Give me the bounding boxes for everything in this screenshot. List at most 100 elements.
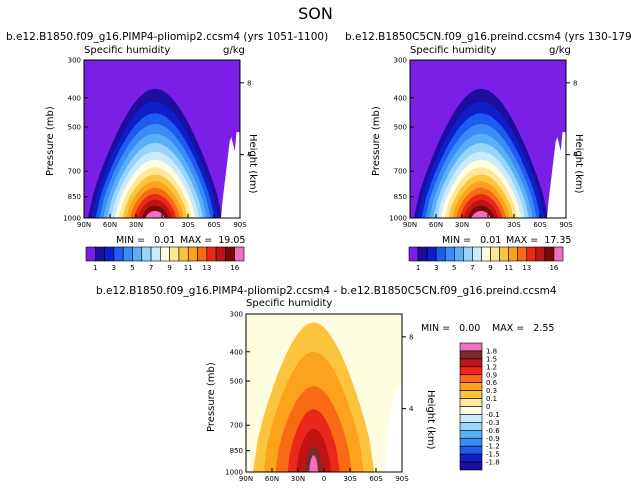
panel3-ytick-label: 500 — [230, 378, 243, 386]
panel3-colorbar-box — [459, 390, 483, 399]
panel1-colorbar-label: 3 — [112, 264, 116, 272]
panel3-xtick-label: 60S — [369, 475, 383, 483]
panel1-ytick-label: 1000 — [63, 215, 81, 223]
panel2-xtick-label: 0 — [486, 221, 490, 229]
panel2-colorbar-box — [453, 246, 464, 262]
panel2-ytick-label: 1000 — [389, 215, 407, 223]
panel1-xtick-label: 90S — [233, 221, 247, 229]
panel2-ytick-label: 500 — [394, 124, 407, 132]
panel2-colorbar-box — [426, 246, 437, 262]
panel1-xtick-label: 60N — [103, 221, 117, 229]
panel3-plot-group: 90N 60N 30N 0 30S 60S 90S 300 400 500 700 850 1000 8 4… — [225, 311, 500, 484]
panel3-ytick-label: 700 — [230, 422, 243, 430]
panel3-colorbar-label: 1.8 — [486, 347, 497, 355]
panel1-ytick-label: 400 — [68, 94, 81, 102]
panel3-colorbar-label: 1.5 — [486, 355, 497, 363]
panel1-colorbar-box — [122, 246, 133, 262]
panel1-colorbar-box — [113, 246, 124, 262]
panel2-height-tick-label: 4 — [573, 151, 578, 159]
panel3-ytick-label: 400 — [230, 348, 243, 356]
panel3-colorbar-label: -0.3 — [486, 419, 500, 427]
panel3-colorbar-box — [459, 382, 483, 391]
panel1-colorbar-box — [160, 246, 170, 262]
panel2-xtick-label: 60S — [533, 221, 547, 229]
panel3-colorbar-label: -0.1 — [486, 411, 500, 419]
panel3-xtick-label: 0 — [322, 475, 326, 483]
panel3-colorbar-label: 0.9 — [486, 371, 497, 379]
panel2-ytick-label: 400 — [394, 94, 407, 102]
panel1-colorbar-box — [85, 246, 96, 262]
panel3-colorbar-label: -1.8 — [486, 459, 500, 467]
panel3-colorbar-box — [459, 350, 483, 360]
panel1-colorbar-label: 9 — [167, 264, 171, 272]
panel1-colorbar-box — [187, 246, 198, 262]
panel2-colorbar-box — [508, 246, 519, 262]
panel3-max-text: MAX = — [492, 323, 525, 334]
panel1-min-value: 0.01 — [154, 235, 176, 246]
panel1-ytick-label: 700 — [68, 168, 81, 176]
panel1-colorbar-box — [197, 246, 208, 262]
panel2-variable-label: Specific humidity — [410, 45, 497, 56]
panel3-ylabel-right: Height (km) — [425, 390, 436, 450]
panel3-min-value: 0.00 — [459, 323, 481, 334]
panel3-colorbar-box — [459, 437, 483, 447]
panel3-colorbar-box — [459, 366, 483, 376]
panel1-xtick-label: 30S — [181, 221, 195, 229]
panel1-ytick-label: 850 — [68, 193, 81, 201]
panel2-height-tick-label: 8 — [573, 79, 577, 87]
panel2-colorbar-label: 5 — [452, 264, 456, 272]
panel2-colorbar-box — [408, 246, 419, 262]
panel1-xtick-label: 0 — [160, 221, 164, 229]
panel3-colorbar-box — [459, 453, 483, 463]
panel2-max-value: 17.35 — [544, 235, 572, 246]
panel3-colorbar-box — [459, 342, 483, 352]
panel2-xtick-label: 90N — [403, 221, 417, 229]
panel2-colorbar-box — [490, 246, 500, 262]
panel2-colorbar-label: 16 — [549, 264, 558, 272]
panel1-topography-mask — [220, 132, 240, 218]
panel3-variable-label: Specific humidity — [246, 298, 333, 309]
panel2-units-label: g/kg — [549, 45, 571, 56]
panel2-topography-mask — [546, 132, 566, 218]
panel3-topography-mask — [384, 386, 402, 472]
panel1-xtick-label: 90N — [77, 221, 91, 229]
panel1-xtick-label: 60S — [207, 221, 221, 229]
panel3-min-label: MIN = 0.00 — [421, 323, 480, 334]
panel2-colorbar-box — [553, 246, 564, 262]
panel1-height-tick-label: 4 — [247, 151, 252, 159]
panel2-title: b.e12.B1850C5CN.f09_g16.preind.ccsm4 (yr… — [345, 31, 631, 43]
panel3-colorbar-box — [459, 414, 483, 423]
panel2-min-value: 0.01 — [480, 235, 502, 246]
panel2-xtick-label: 30N — [455, 221, 469, 229]
panel1-max-label: MAX = 19.05 — [180, 235, 245, 246]
panel3-ytick-label: 850 — [230, 447, 243, 455]
panel3-colorbar-label: -0.6 — [486, 427, 500, 435]
panel2-colorbar-box — [435, 246, 446, 262]
panel1-colorbar-box — [178, 246, 189, 262]
panel2-colorbar-label: 3 — [434, 264, 438, 272]
panel1-colorbar-box — [169, 246, 180, 262]
panel2-colorbar-box — [481, 246, 491, 262]
panel1-variable-label: Specific humidity — [84, 45, 171, 56]
panel1-colorbar-box — [225, 246, 236, 262]
panel1-colorbar-label: 1 — [93, 264, 97, 272]
panel3-colorbar-box — [459, 406, 483, 415]
panel3-colorbar-box — [459, 430, 483, 439]
panel3-ytick-label: 300 — [230, 311, 243, 319]
panel2-ytick-label: 300 — [394, 57, 407, 65]
panel3-colorbar-box — [459, 422, 483, 431]
panel2-xtick-label: 90S — [559, 221, 573, 229]
panel1-ytick-label: 300 — [68, 57, 81, 65]
panel3-xtick-label: 30N — [291, 475, 305, 483]
panel3-colorbar-label: -1.2 — [486, 443, 500, 451]
panel2-xtick-label: 60N — [429, 221, 443, 229]
panel2-plot-group: 90N 60N 30N 0 30S 60S 90S 300 400 500 700 850 1000 8 4… — [389, 57, 578, 273]
panel1-colorbar-box — [234, 246, 245, 262]
panel2-colorbar-box — [535, 246, 546, 262]
panel3-title: b.e12.B1850.f09_g16.PIMP4-pliomip2.ccsm4… — [96, 285, 557, 297]
panel2-colorbar-label: 11 — [504, 264, 513, 272]
panel2-colorbar-box — [472, 246, 482, 262]
panel2-colorbar-box — [444, 246, 455, 262]
panel1-colorbar-box — [94, 246, 105, 262]
panel1-colorbar-label: 5 — [130, 264, 134, 272]
